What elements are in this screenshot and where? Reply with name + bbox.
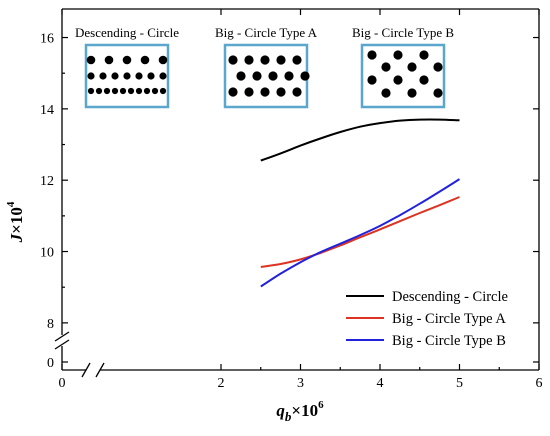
inset-dot (236, 71, 246, 81)
x-tick-label: 6 (536, 376, 543, 391)
inset-label: Big - Circle Type A (215, 25, 318, 40)
inset-dot (103, 87, 111, 95)
x-tick-label: 4 (377, 376, 384, 391)
x-axis-title: qb×106 (276, 399, 324, 424)
inset-dot (135, 72, 143, 80)
inset-dot (419, 75, 429, 85)
inset-dot (140, 55, 150, 65)
legend: Descending - Circle Big - Circle Type A Bi… (346, 289, 508, 349)
y-tick-label: 10 (40, 246, 54, 261)
inset-dot (244, 87, 254, 97)
inset-dot (147, 72, 155, 80)
inset-typeA: Big - Circle Type A (215, 25, 318, 109)
inset-dot (393, 75, 403, 85)
y-tick-label: 14 (40, 103, 54, 118)
inset-dot (151, 87, 159, 95)
inset-dot (252, 71, 262, 81)
inset-dot (393, 50, 403, 60)
inset-dot (111, 87, 119, 95)
inset-dot (87, 72, 95, 80)
y-tick-label: 12 (40, 174, 54, 189)
inset-label: Big - Circle Type B (352, 25, 454, 40)
inset-dot (95, 87, 103, 95)
inset-dot (244, 55, 254, 65)
inset-dot (367, 50, 377, 60)
tick-labels: 0 2 3 4 5 6 0 8 10 12 14 16 (40, 32, 543, 391)
inset-dot (86, 55, 96, 65)
inset-dot (381, 62, 391, 72)
inset-dot (419, 50, 429, 60)
inset-dot (123, 72, 131, 80)
inset-dot (268, 71, 278, 81)
inset-dot (407, 62, 417, 72)
x-axis-var: q (276, 401, 285, 420)
series-line-3 (260, 178, 461, 288)
inset-dot (159, 87, 167, 95)
inset-dot (407, 88, 417, 98)
inset-dot (122, 55, 132, 65)
inset-dot (367, 75, 377, 85)
inset-dot (111, 72, 119, 80)
x-tick-label: 5 (456, 376, 463, 391)
x-tick-label: 2 (218, 376, 225, 391)
inset-dot (381, 88, 391, 98)
y-tick-label: 16 (40, 32, 54, 47)
inset-dot (284, 71, 294, 81)
inset-dot (433, 88, 443, 98)
x-break-mark (81, 362, 91, 378)
inset-dot (143, 87, 151, 95)
inset-dot (158, 55, 168, 65)
inset-dot (276, 87, 286, 97)
inset-dot (87, 87, 95, 95)
inset-dot (119, 87, 127, 95)
x-axis-subscript: b (285, 409, 292, 424)
x-tick-label: 0 (59, 376, 66, 391)
inset-descending: Descending - Circle (75, 25, 179, 109)
y-axis-title: J×104 (5, 201, 26, 243)
legend-label-3: Big - Circle Type B (392, 333, 506, 349)
x-tick-label: 3 (297, 376, 304, 391)
insets: Descending - Circle Big - Circle Type A Bi… (75, 25, 454, 109)
axis-breaks (54, 331, 105, 378)
series-line-2 (260, 196, 460, 268)
y-tick-label: 0 (47, 356, 54, 371)
inset-dot (159, 72, 167, 80)
inset-dot (127, 87, 135, 95)
axis-ticks (61, 9, 540, 370)
y-axis-var: J (7, 233, 26, 243)
x-axis-exponent: 6 (318, 399, 324, 411)
series-line-1 (260, 118, 460, 162)
y-axis-times: ×10 (7, 207, 26, 234)
inset-dot (228, 55, 238, 65)
inset-dot (260, 87, 270, 97)
series-lines (260, 118, 461, 288)
inset-dot (104, 55, 114, 65)
inset-dot (99, 72, 107, 80)
x-axis-times: ×10 (291, 401, 318, 420)
inset-label: Descending - Circle (75, 25, 179, 40)
inset-dot (260, 55, 270, 65)
inset-dot (292, 87, 302, 97)
inset-dot (135, 87, 143, 95)
y-tick-label: 8 (47, 317, 54, 332)
inset-typeB: Big - Circle Type B (352, 25, 454, 109)
inset-dot (292, 55, 302, 65)
x-break-mark (95, 362, 105, 378)
legend-label-2: Big - Circle Type A (392, 311, 506, 327)
inset-dot (433, 62, 443, 72)
legend-label-1: Descending - Circle (392, 289, 508, 305)
inset-dot (276, 55, 286, 65)
inset-dot (228, 87, 238, 97)
y-axis-exponent: 4 (5, 201, 17, 207)
y-break-mark (54, 339, 70, 350)
inset-dot (300, 71, 310, 81)
y-break-mark (54, 331, 70, 342)
